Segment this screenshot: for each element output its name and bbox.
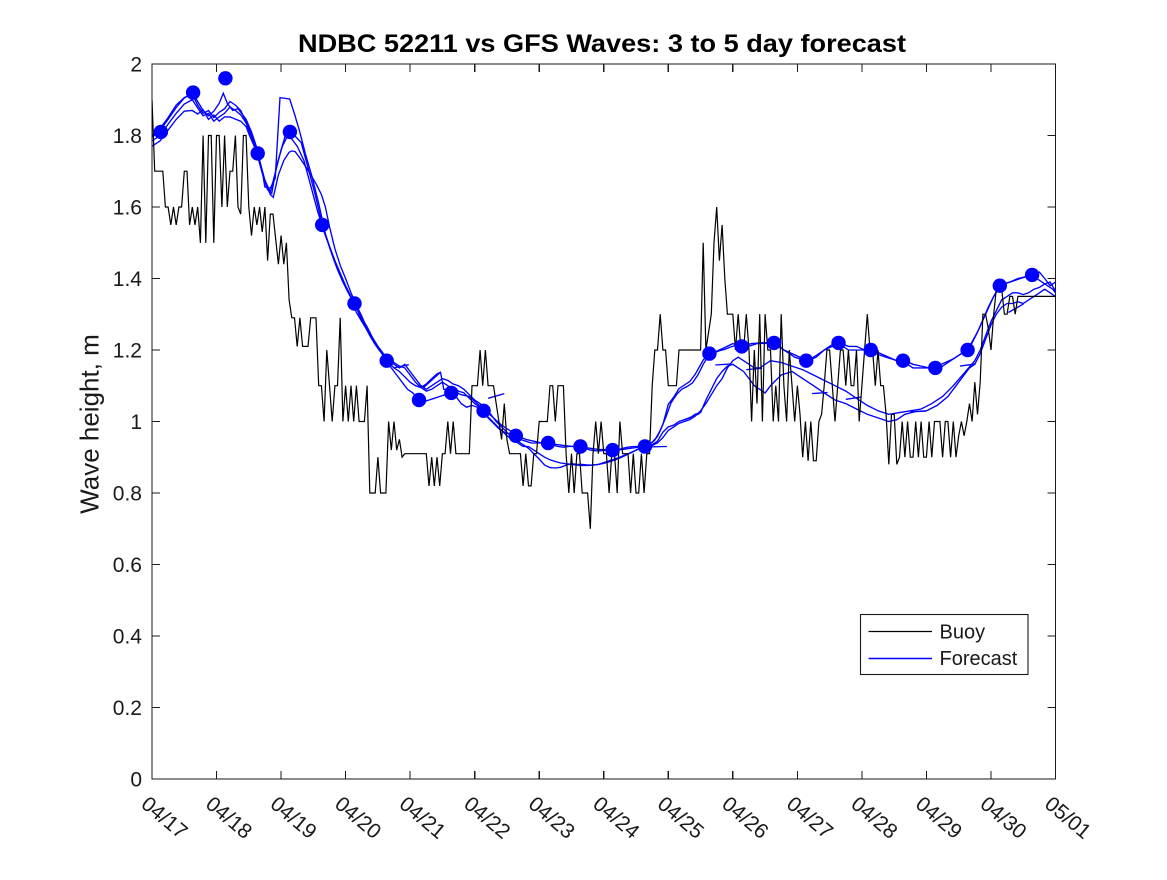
svg-text:NDBC 52211 vs GFS Waves: 3 to: NDBC 52211 vs GFS Waves: 3 to 5 day fore… [298,30,907,58]
svg-text:1.2: 1.2 [113,339,142,362]
svg-text:1.8: 1.8 [113,125,142,148]
svg-text:0.4: 0.4 [113,625,143,648]
svg-text:2: 2 [130,53,142,76]
svg-text:0.8: 0.8 [113,482,142,505]
svg-text:Wave height, m: Wave height, m [75,334,105,514]
svg-text:0: 0 [130,768,142,791]
svg-text:1.4: 1.4 [113,268,143,291]
svg-text:1: 1 [130,411,142,434]
svg-text:0.6: 0.6 [113,554,142,577]
svg-text:Buoy: Buoy [940,622,986,644]
svg-text:Forecast: Forecast [940,648,1018,670]
svg-text:0.2: 0.2 [113,697,142,720]
svg-text:1.6: 1.6 [113,196,142,219]
